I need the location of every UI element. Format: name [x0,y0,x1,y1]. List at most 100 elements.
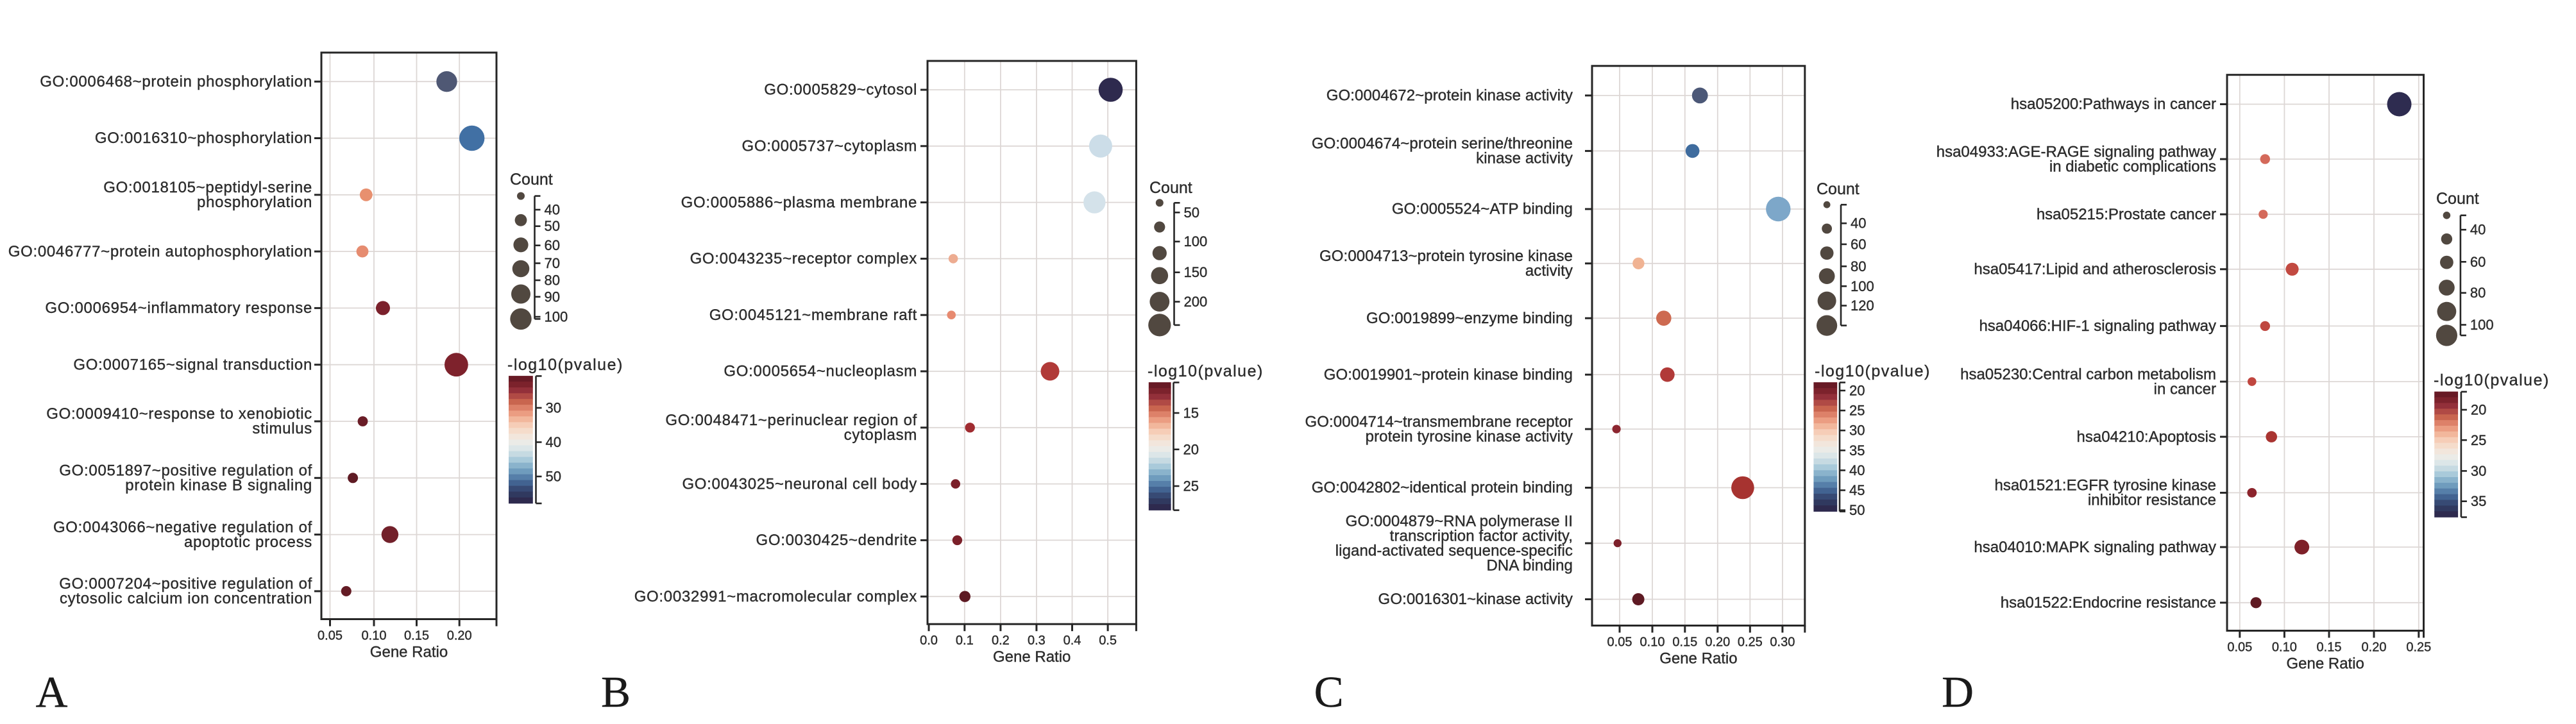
svg-text:hsa04010:MAPK signaling pathwa: hsa04010:MAPK signaling pathway [1974,539,2216,556]
svg-text:0.4: 0.4 [1063,634,1081,648]
svg-text:60: 60 [545,237,560,253]
svg-text:GO:0005524~ATP binding: GO:0005524~ATP binding [1392,201,1573,218]
svg-text:0.25: 0.25 [1738,636,1763,650]
svg-text:100: 100 [1851,278,1874,294]
svg-text:80: 80 [1851,258,1866,274]
svg-text:60: 60 [1851,236,1866,252]
svg-text:0.5: 0.5 [1099,634,1117,648]
svg-text:in cancer: in cancer [2154,380,2216,398]
svg-text:GO:0004713~protein tyrosine ki: GO:0004713~protein tyrosine kinase [1319,248,1573,265]
svg-text:hsa04210:Apoptosis: hsa04210:Apoptosis [2077,428,2217,446]
svg-text:150: 150 [1184,264,1208,280]
svg-text:DNA binding: DNA binding [1486,557,1573,574]
svg-text:Gene Ratio: Gene Ratio [370,644,448,661]
svg-text:GO:0004674~protein serine/thre: GO:0004674~protein serine/threonine [1312,135,1573,153]
svg-text:0.10: 0.10 [2272,641,2297,655]
svg-text:GO:0004714~transmembrane recep: GO:0004714~transmembrane receptor [1305,413,1573,430]
svg-text:0.0: 0.0 [920,634,938,648]
svg-text:0.30: 0.30 [1770,636,1795,650]
svg-text:cytosolic calcium ion concentr: cytosolic calcium ion concentration [60,590,312,607]
svg-text:90: 90 [545,289,560,305]
svg-text:25: 25 [2471,432,2486,448]
svg-text:hsa01522:Endocrine resistance: hsa01522:Endocrine resistance [2001,594,2216,612]
svg-text:B: B [601,668,631,716]
svg-text:apoptotic process: apoptotic process [184,534,312,551]
svg-text:Gene Ratio: Gene Ratio [1659,650,1737,668]
svg-text:GO:0009410~response to xenobio: GO:0009410~response to xenobiotic [46,405,312,423]
svg-text:100: 100 [545,309,568,325]
svg-text:inhibitor resistance: inhibitor resistance [2088,492,2216,509]
svg-text:15: 15 [1183,405,1199,421]
svg-text:GO:0004879~RNA polymerase II: GO:0004879~RNA polymerase II [1346,512,1573,530]
svg-text:35: 35 [1849,442,1865,459]
svg-text:Count: Count [2436,190,2479,208]
svg-text:GO:0051897~positive regulation: GO:0051897~positive regulation of [59,462,312,480]
svg-text:ligand-activated sequence-spec: ligand-activated sequence-specific [1335,542,1573,559]
svg-text:40: 40 [1851,215,1866,232]
svg-text:GO:0032991~macromolecular comp: GO:0032991~macromolecular complex [634,588,917,605]
svg-text:0.15: 0.15 [404,629,429,643]
svg-text:GO:0006954~inflammatory respon: GO:0006954~inflammatory response [45,299,312,317]
svg-text:Gene Ratio: Gene Ratio [2286,655,2364,673]
svg-text:C: C [1314,668,1344,716]
svg-text:hsa05230:Central carbon metabo: hsa05230:Central carbon metabolism [1960,366,2216,383]
svg-text:0.20: 0.20 [1705,636,1730,650]
svg-text:GO:0016301~kinase activity: GO:0016301~kinase activity [1378,591,1573,608]
svg-text:0.10: 0.10 [362,629,387,643]
svg-text:GO:0004672~protein kinase acti: GO:0004672~protein kinase activity [1326,87,1573,105]
svg-text:80: 80 [545,273,560,289]
svg-text:GO:0005654~nucleoplasm: GO:0005654~nucleoplasm [724,363,917,380]
svg-text:D: D [1942,668,1974,716]
svg-text:-log10(pvalue): -log10(pvalue) [1815,362,1931,380]
svg-text:45: 45 [1849,482,1865,498]
svg-text:A: A [36,668,68,716]
svg-text:200: 200 [1184,294,1208,310]
svg-text:protein kinase B signaling: protein kinase B signaling [125,477,312,494]
svg-text:0.25: 0.25 [2406,641,2431,655]
svg-text:hsa05215:Prostate cancer: hsa05215:Prostate cancer [2037,206,2216,223]
svg-text:20: 20 [1849,383,1865,399]
svg-text:GO:0005829~cytosol: GO:0005829~cytosol [764,81,917,99]
svg-text:0.05: 0.05 [1607,636,1632,650]
svg-text:GO:0019901~protein kinase bind: GO:0019901~protein kinase binding [1324,366,1573,383]
svg-text:hsa05200:Pathways in cancer: hsa05200:Pathways in cancer [2011,96,2216,113]
svg-text:GO:0048471~perinuclear region: GO:0048471~perinuclear region of [665,412,917,429]
svg-text:transcription factor activity,: transcription factor activity, [1390,527,1573,544]
svg-text:0.10: 0.10 [1640,636,1665,650]
svg-text:40: 40 [545,202,560,218]
svg-text:GO:0043025~neuronal cell body: GO:0043025~neuronal cell body [682,475,917,492]
svg-text:40: 40 [2470,222,2486,238]
svg-text:protein tyrosine kinase activi: protein tyrosine kinase activity [1366,428,1573,445]
svg-text:GO:0043235~receptor complex: GO:0043235~receptor complex [690,250,917,267]
svg-text:60: 60 [2470,254,2486,270]
svg-text:-log10(pvalue): -log10(pvalue) [2434,371,2550,389]
svg-text:hsa01521:EGFR tyrosine kinase: hsa01521:EGFR tyrosine kinase [1994,477,2216,494]
svg-text:Count: Count [1149,179,1192,197]
svg-text:40: 40 [546,434,561,450]
svg-text:GO:0046777~protein autophospho: GO:0046777~protein autophosphorylation [8,243,312,260]
svg-text:0.20: 0.20 [447,629,472,643]
svg-text:35: 35 [2471,493,2486,509]
svg-text:kinase activity: kinase activity [1476,150,1573,167]
svg-text:GO:0043066~negative regulation: GO:0043066~negative regulation of [53,519,312,536]
svg-text:stimulus: stimulus [252,420,312,437]
svg-text:hsa04066:HIF-1 signaling pathw: hsa04066:HIF-1 signaling pathway [1979,317,2216,335]
svg-text:100: 100 [2470,317,2494,333]
svg-text:30: 30 [2471,463,2486,479]
svg-text:80: 80 [2470,285,2486,301]
svg-text:0.2: 0.2 [992,634,1010,648]
svg-text:0.3: 0.3 [1028,634,1046,648]
svg-text:50: 50 [1849,502,1865,518]
svg-text:0.1: 0.1 [956,634,974,648]
svg-text:GO:0005886~plasma membrane: GO:0005886~plasma membrane [681,194,917,211]
svg-text:-log10(pvalue): -log10(pvalue) [507,356,623,374]
svg-text:activity: activity [1525,262,1573,280]
svg-text:30: 30 [546,400,561,416]
svg-text:Count: Count [1817,180,1860,198]
svg-text:GO:0007165~signal transduction: GO:0007165~signal transduction [73,356,312,373]
svg-text:GO:0019899~enzyme binding: GO:0019899~enzyme binding [1366,310,1573,327]
svg-text:0.15: 0.15 [1672,636,1697,650]
svg-text:120: 120 [1851,298,1874,314]
svg-text:50: 50 [546,469,561,485]
svg-text:GO:0005737~cytoplasm: GO:0005737~cytoplasm [742,138,918,155]
